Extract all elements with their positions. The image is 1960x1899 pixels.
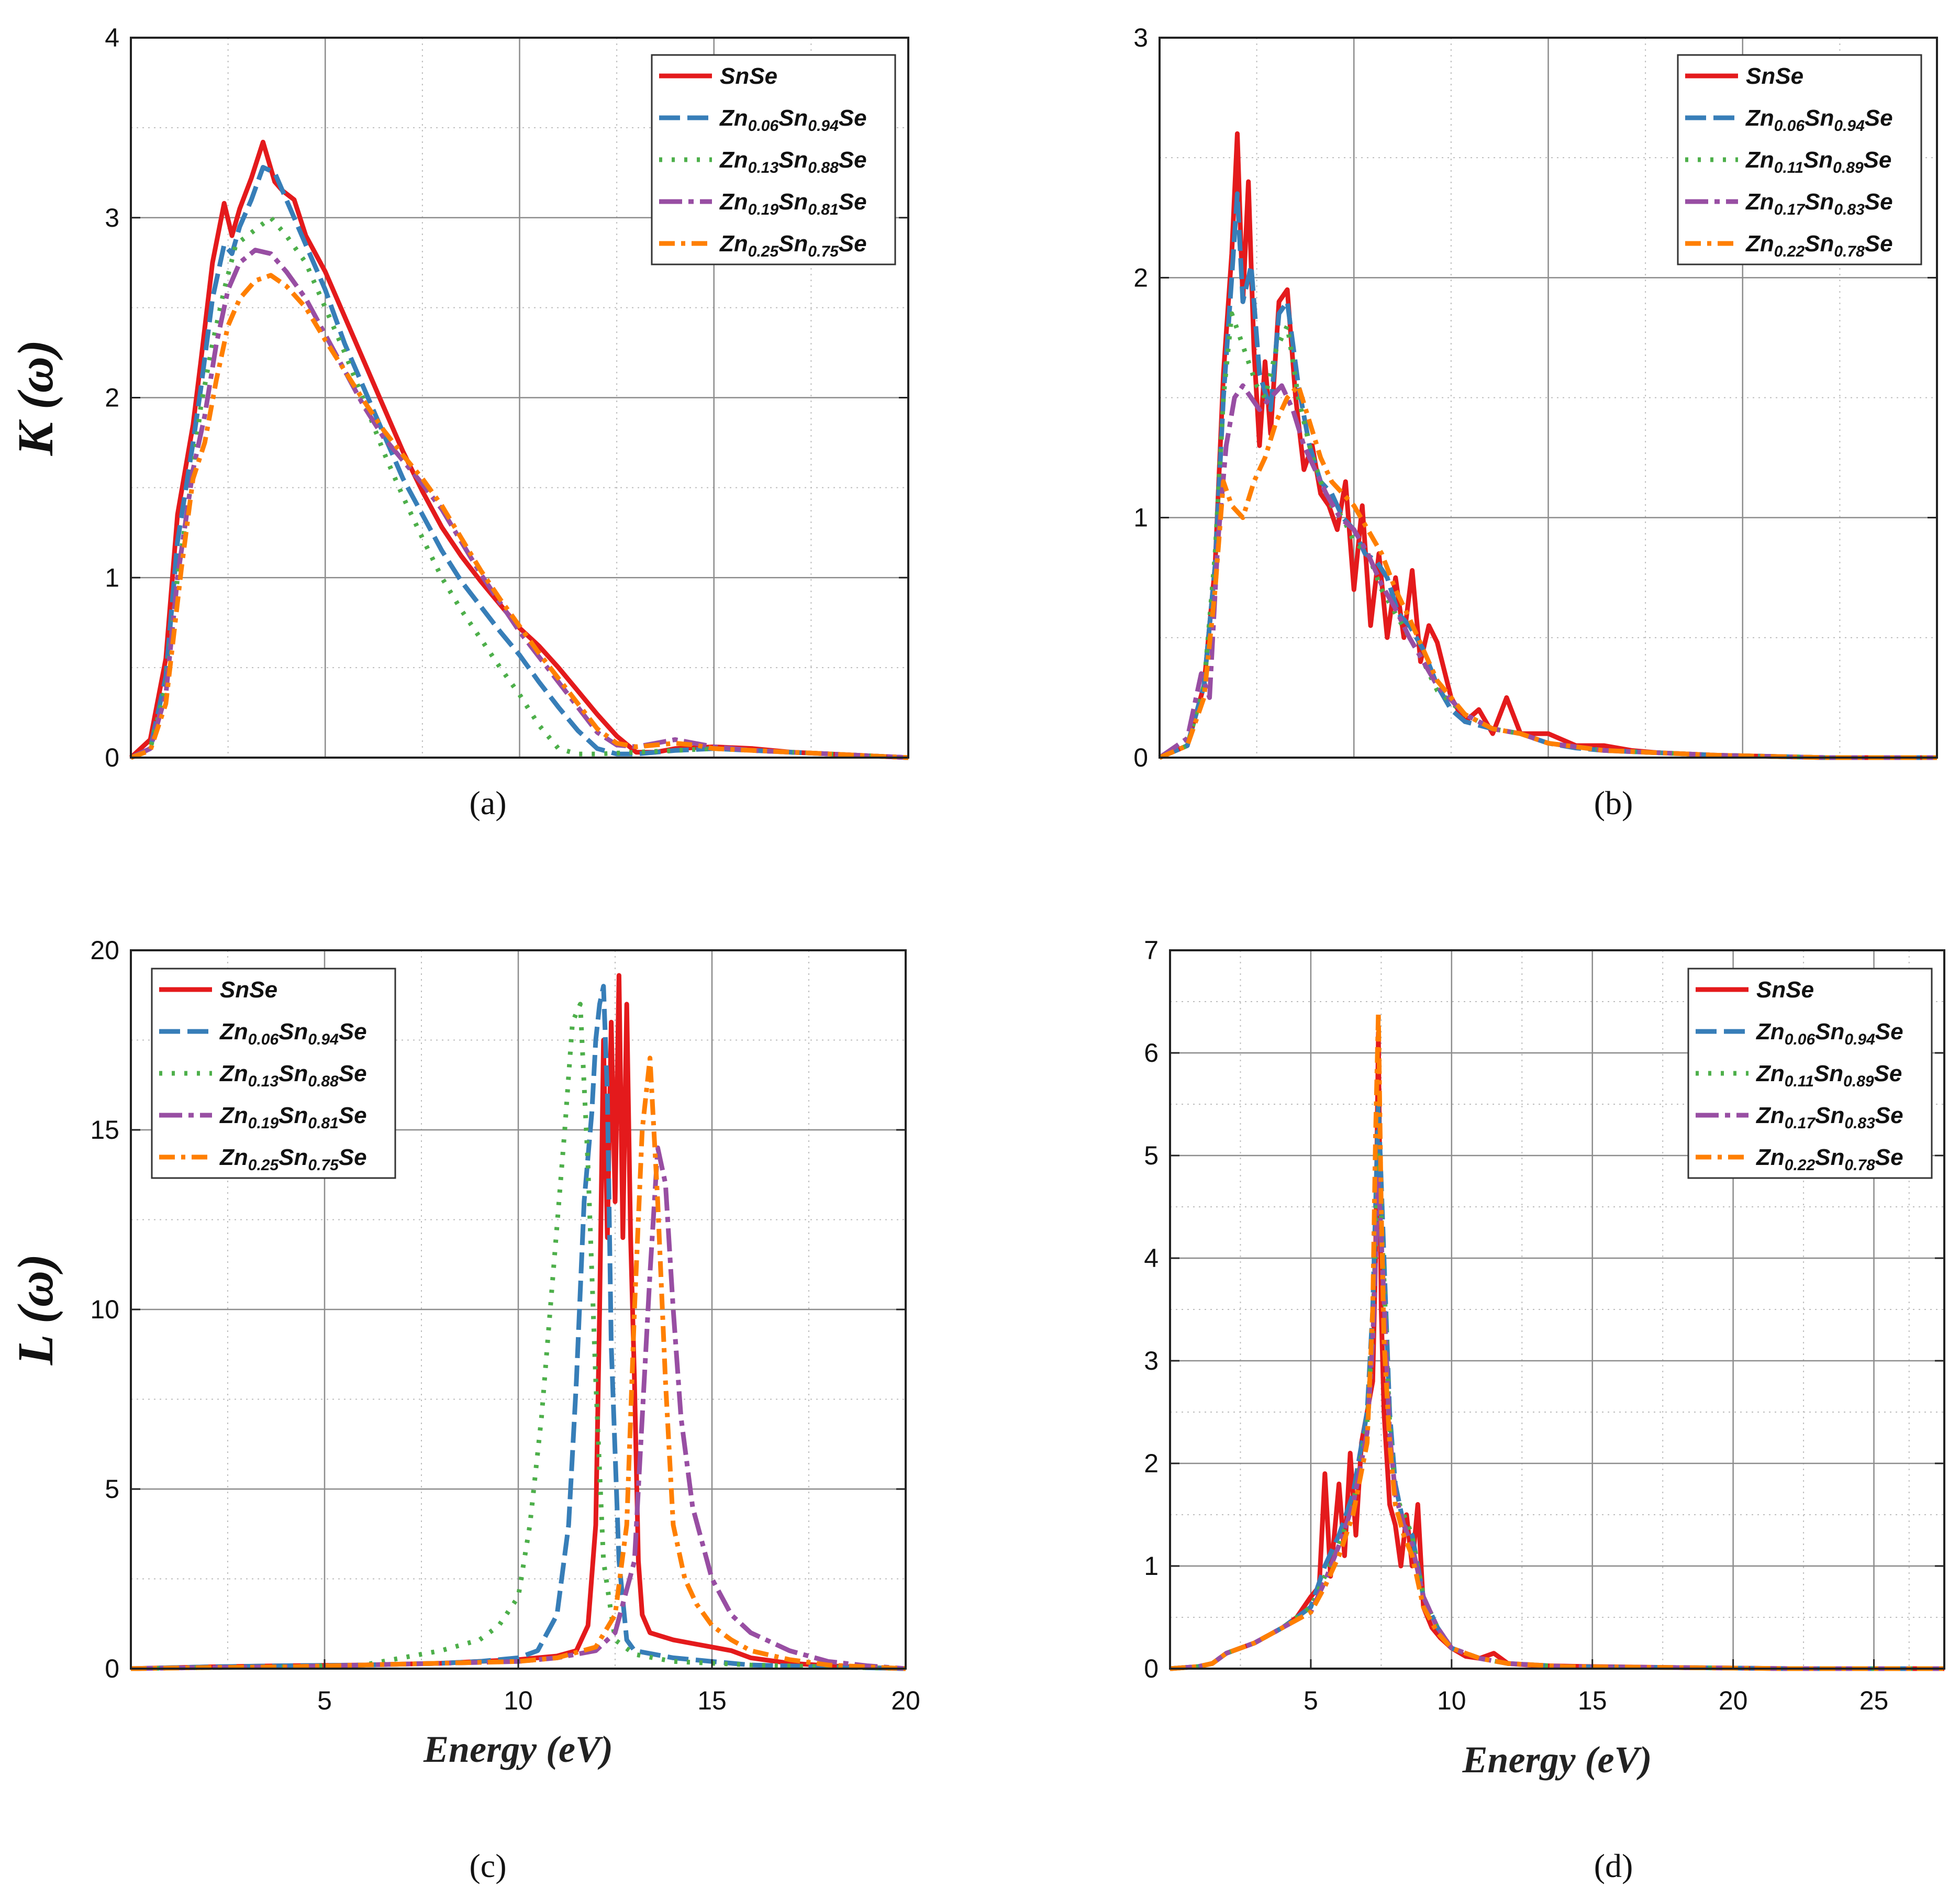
legend-label-Zn0.06Sn0.94Se: Zn0.06Sn0.94Se bbox=[219, 1019, 367, 1048]
legend-label-Zn0.13Sn0.88Se: Zn0.13Sn0.88Se bbox=[219, 1061, 367, 1090]
y-tick-label: 1 bbox=[105, 563, 119, 592]
series-line-Zn0.22Sn0.78Se bbox=[1159, 383, 1937, 760]
plot-frame bbox=[1159, 37, 1938, 759]
y-tick-label: 6 bbox=[1144, 1038, 1159, 1068]
legend-label-Zn0.19Sn0.81Se: Zn0.19Sn0.81Se bbox=[219, 1103, 367, 1132]
legend-box bbox=[1677, 54, 1922, 265]
legend: SnSe Zn0.06Sn0.94Se Zn0.13Sn0.88Se Zn0.19Sn… bbox=[651, 54, 896, 265]
y-tick-label: 1 bbox=[1133, 503, 1148, 532]
y-tick-label: 2 bbox=[1144, 1449, 1159, 1478]
legend-label-Zn0.17Sn0.83Se: Zn0.17Sn0.83Se bbox=[1755, 1103, 1903, 1132]
legend-label-Zn0.06Sn0.94Se: Zn0.06Sn0.94Se bbox=[1745, 105, 1893, 135]
y-tick-label: 4 bbox=[1144, 1243, 1159, 1273]
legend-label-Zn0.22Sn0.78Se: Zn0.22Sn0.78Se bbox=[1755, 1145, 1903, 1174]
legend-label-Zn0.06Sn0.94Se: Zn0.06Sn0.94Se bbox=[1755, 1019, 1903, 1048]
y-tick-label: 3 bbox=[1144, 1346, 1159, 1375]
panel-caption: (a) bbox=[469, 784, 506, 821]
y-axis-label: K (ω) bbox=[7, 340, 63, 456]
legend-label-Zn0.25Sn0.75Se: Zn0.25Sn0.75Se bbox=[219, 1145, 367, 1174]
panel-d: 0 1 2 3 4 5 6 7 5 10 15 20 25 Energy (eV) (d) SnSe Zn0.0… bbox=[1144, 936, 1945, 1884]
series-line-Zn0.25Sn0.75Se bbox=[130, 1056, 906, 1671]
y-tick-label: 1 bbox=[1144, 1551, 1159, 1581]
y-tick-label: 2 bbox=[1133, 263, 1148, 292]
y-axis-label: L (ω) bbox=[7, 1254, 63, 1365]
y-tick-label: 15 bbox=[90, 1115, 119, 1145]
panel-a: 0 1 2 3 4 K (ω) (a) SnSe Zn0.06Sn0.94Se Zn0.13Sn0… bbox=[7, 23, 909, 821]
x-tick-label: 5 bbox=[1304, 1686, 1318, 1715]
y-tick-label: 5 bbox=[1144, 1141, 1159, 1170]
y-tick-label: 3 bbox=[1133, 23, 1148, 52]
legend-label-Zn0.06Sn0.94Se: Zn0.06Sn0.94Se bbox=[719, 105, 867, 135]
legend-label-Zn0.22Sn0.78Se: Zn0.22Sn0.78Se bbox=[1745, 231, 1893, 260]
panel-caption: (d) bbox=[1594, 1847, 1633, 1884]
legend-box bbox=[651, 54, 896, 265]
y-tick-label: 3 bbox=[105, 203, 119, 232]
x-tick-label: 20 bbox=[891, 1686, 920, 1715]
legend-label-Zn0.25Sn0.75Se: Zn0.25Sn0.75Se bbox=[719, 231, 867, 260]
legend-label-Zn0.13Sn0.88Se: Zn0.13Sn0.88Se bbox=[719, 147, 867, 176]
x-tick-label: 25 bbox=[1859, 1686, 1889, 1715]
series-line-Zn0.25Sn0.75Se bbox=[130, 273, 909, 760]
series-line-Zn0.06Sn0.94Se bbox=[130, 984, 906, 1671]
legend: SnSe Zn0.06Sn0.94Se Zn0.11Sn0.89Se Zn0.17Sn… bbox=[1677, 54, 1922, 265]
x-axis-label: Energy (eV) bbox=[423, 1728, 613, 1770]
x-tick-label: 15 bbox=[1578, 1686, 1607, 1715]
series-line-SnSe bbox=[129, 139, 909, 760]
y-tick-label: 2 bbox=[105, 383, 119, 413]
y-tick-label: 4 bbox=[105, 23, 119, 52]
legend-label-SnSe: SnSe bbox=[1756, 977, 1814, 1003]
legend-label-SnSe: SnSe bbox=[220, 977, 277, 1003]
legend-label-Zn0.11Sn0.89Se: Zn0.11Sn0.89Se bbox=[1745, 147, 1891, 176]
legend-label-Zn0.11Sn0.89Se: Zn0.11Sn0.89Se bbox=[1755, 1061, 1902, 1090]
series-line-Zn0.13Sn0.88Se bbox=[130, 1002, 906, 1671]
legend-label-SnSe: SnSe bbox=[1746, 63, 1803, 89]
panel-caption: (b) bbox=[1594, 784, 1633, 821]
y-tick-label: 0 bbox=[105, 1654, 119, 1683]
plot-frame bbox=[1169, 949, 1945, 1670]
legend-box bbox=[1687, 968, 1933, 1179]
x-tick-label: 10 bbox=[1437, 1686, 1466, 1715]
legend-label-SnSe: SnSe bbox=[720, 63, 777, 89]
x-axis-label: Energy (eV) bbox=[1462, 1739, 1652, 1781]
legend-label-Zn0.19Sn0.81Se: Zn0.19Sn0.81Se bbox=[719, 189, 867, 218]
legend: SnSe Zn0.06Sn0.94Se Zn0.11Sn0.89Se Zn0.17Sn… bbox=[1687, 968, 1933, 1179]
x-tick-label: 5 bbox=[317, 1686, 332, 1715]
x-tick-label: 10 bbox=[504, 1686, 533, 1715]
legend-label-Zn0.17Sn0.83Se: Zn0.17Sn0.83Se bbox=[1745, 189, 1893, 218]
series-line-Zn0.17Sn0.83Se bbox=[1158, 383, 1937, 760]
y-tick-label: 0 bbox=[1133, 743, 1148, 772]
y-tick-label: 0 bbox=[1144, 1654, 1159, 1683]
x-tick-label: 15 bbox=[697, 1686, 727, 1715]
series-line-Zn0.22Sn0.78Se bbox=[1170, 1009, 1944, 1671]
panel-c: 0 5 10 15 20 5 10 15 20 L (ω) Energy (eV) (c) SnSe Zn… bbox=[7, 936, 920, 1884]
y-tick-label: 7 bbox=[1144, 936, 1159, 965]
y-tick-label: 0 bbox=[105, 743, 119, 772]
x-tick-label: 20 bbox=[1719, 1686, 1748, 1715]
y-tick-label: 10 bbox=[90, 1295, 119, 1324]
panel-b: 0 1 2 3 (b) SnSe Zn0.06Sn0.94Se Zn0.11Sn0.89Se Z… bbox=[1133, 23, 1938, 821]
series-line-SnSe bbox=[1159, 131, 1937, 760]
legend-box bbox=[151, 968, 396, 1179]
panel-caption: (c) bbox=[469, 1847, 506, 1884]
y-tick-label: 5 bbox=[105, 1474, 119, 1504]
legend: SnSe Zn0.06Sn0.94Se Zn0.13Sn0.88Se Zn0.19Sn… bbox=[151, 968, 396, 1179]
series-line-Zn0.06Sn0.94Se bbox=[130, 165, 909, 760]
y-tick-label: 20 bbox=[90, 936, 119, 965]
